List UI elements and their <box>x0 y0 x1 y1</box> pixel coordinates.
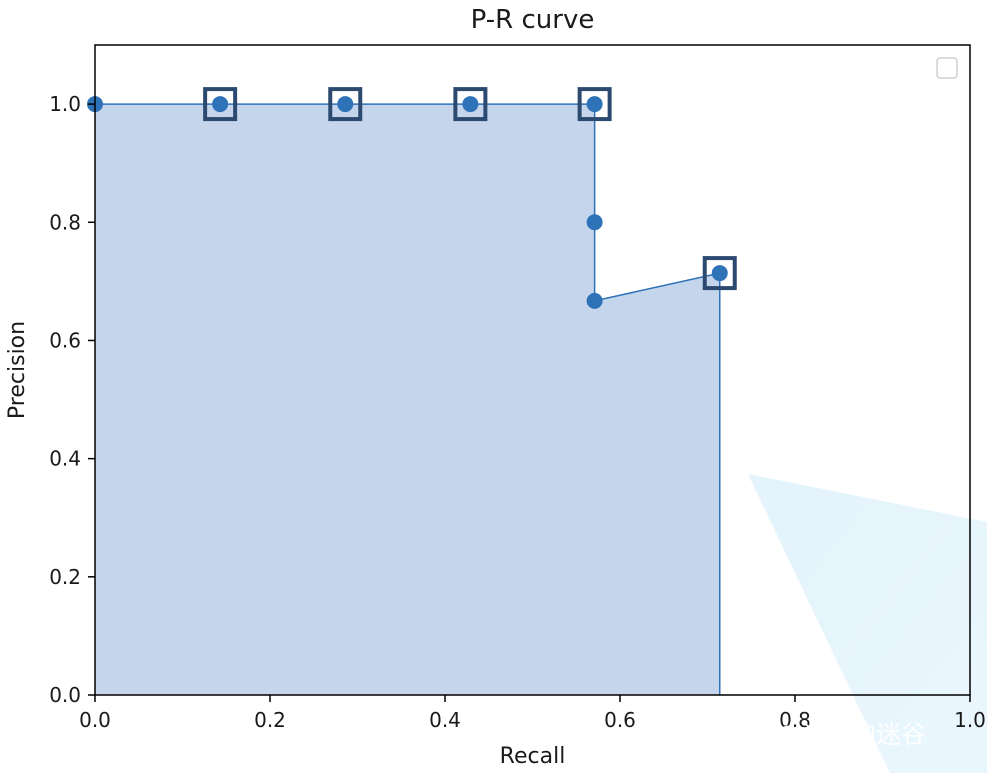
data-point-1 <box>212 96 229 113</box>
chart-title: P-R curve <box>471 5 595 35</box>
data-point-2 <box>337 96 354 113</box>
highlight-box-3 <box>453 87 488 122</box>
x-tick-label: 1.0 <box>954 708 986 732</box>
y-tick-label: 0.0 <box>49 683 81 707</box>
plot-frame <box>94 44 971 696</box>
legend-box <box>936 57 958 79</box>
x-axis-label: Recall <box>500 744 566 769</box>
x-tick-label: 0.4 <box>429 708 461 732</box>
y-tick-label: 0.8 <box>49 210 81 234</box>
watermark-text: 知乎 @记忆的迷谷 <box>718 720 926 749</box>
data-point-7 <box>711 265 728 282</box>
y-axis-label: Precision <box>5 321 30 419</box>
pr-curve-line <box>95 103 720 302</box>
y-tick-label: 0.2 <box>49 565 81 589</box>
y-tick-label: 0.4 <box>49 447 81 471</box>
y-tick-label: 0.6 <box>49 328 81 352</box>
highlight-box-7 <box>702 256 737 291</box>
screen-glare <box>748 474 987 773</box>
highlight-box-2 <box>328 87 363 122</box>
data-point-3 <box>462 96 479 113</box>
area-fill <box>95 104 720 695</box>
data-point-5 <box>586 214 603 231</box>
x-tick-label: 0.8 <box>779 708 811 732</box>
highlight-box-4 <box>577 87 612 122</box>
data-point-6 <box>586 292 603 309</box>
x-tick-label: 0.6 <box>604 708 636 732</box>
x-tick-label: 0.0 <box>79 708 111 732</box>
x-tick-label: 0.2 <box>254 708 286 732</box>
data-point-4 <box>586 96 603 113</box>
y-tick-label: 1.0 <box>49 92 81 116</box>
highlight-box-1 <box>203 87 238 122</box>
